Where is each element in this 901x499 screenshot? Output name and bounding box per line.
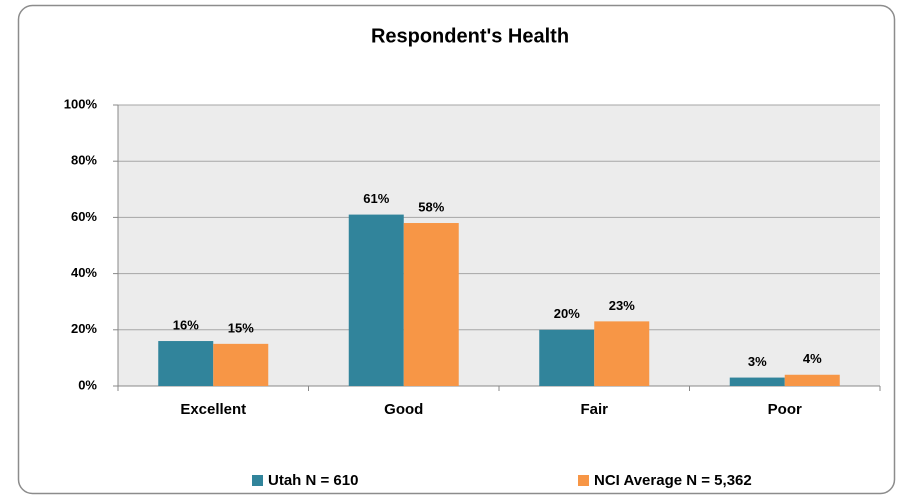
bar (403, 223, 459, 386)
x-tick-label: Fair (580, 401, 608, 418)
legend-swatch (252, 475, 263, 486)
data-label: 23% (609, 298, 635, 313)
bar (594, 321, 650, 386)
legend-label: Utah N = 610 (268, 472, 358, 489)
data-label: 15% (228, 320, 254, 335)
y-tick-label: 100% (64, 96, 98, 111)
data-label: 16% (173, 317, 199, 332)
y-tick-label: 40% (71, 265, 97, 280)
bar (729, 377, 785, 386)
data-label: 58% (418, 199, 444, 214)
data-label: 20% (554, 306, 580, 321)
y-tick-label: 60% (71, 209, 97, 224)
x-tick-label: Excellent (180, 401, 246, 418)
x-tick-label: Poor (768, 401, 802, 418)
legend-label: NCI Average N = 5,362 (594, 472, 752, 489)
data-label: 3% (748, 354, 767, 369)
y-tick-label: 0% (78, 377, 97, 392)
bar (539, 329, 595, 386)
y-tick-label: 80% (71, 153, 97, 168)
x-tick-label: Good (384, 401, 423, 418)
bar (158, 341, 214, 386)
data-label: 61% (363, 191, 389, 206)
plot-area (118, 105, 880, 386)
bar (213, 343, 269, 386)
bar (784, 374, 840, 386)
legend-swatch (578, 475, 589, 486)
chart-title: Respondent's Health (371, 25, 569, 47)
bar (348, 214, 404, 386)
y-tick-label: 20% (71, 321, 97, 336)
data-label: 4% (803, 351, 822, 366)
